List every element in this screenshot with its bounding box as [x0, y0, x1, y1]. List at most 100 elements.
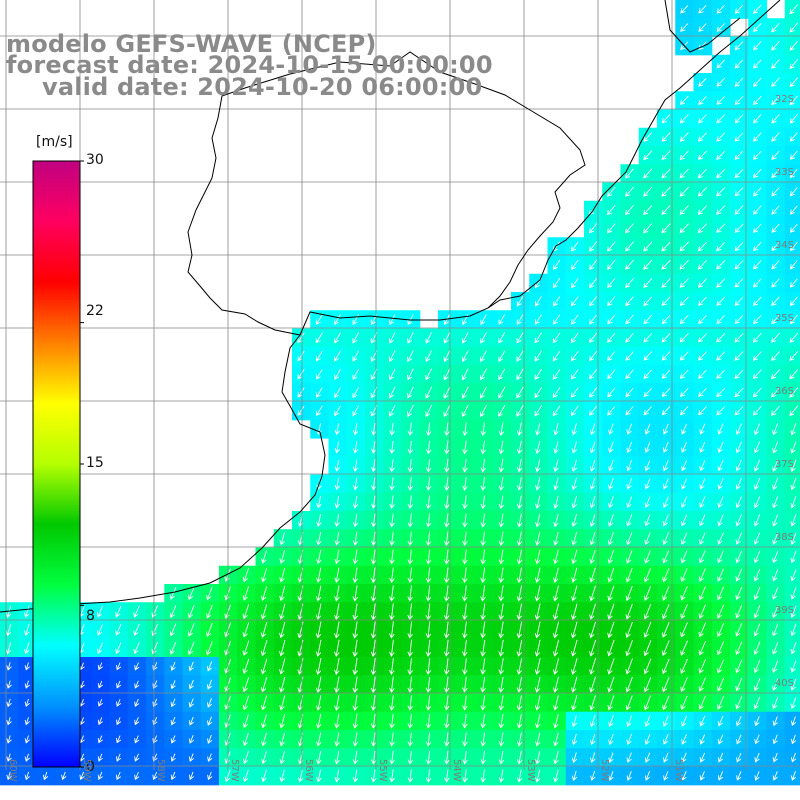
wind-speed-cell	[675, 255, 695, 275]
wind-arrow	[206, 661, 213, 672]
wind-arrow	[516, 676, 523, 693]
wind-arrow	[334, 549, 340, 565]
wind-arrow	[389, 603, 395, 621]
wind-arrow	[716, 351, 726, 361]
wind-arrow	[662, 586, 670, 601]
wind-arrow	[589, 350, 598, 362]
wind-arrow	[734, 314, 744, 325]
wind-arrow	[498, 386, 506, 399]
wind-arrow	[534, 639, 541, 657]
wind-arrow	[772, 459, 779, 472]
wind-speed-cell	[784, 18, 800, 38]
wind-arrow	[370, 585, 377, 602]
wind-arrow	[570, 405, 579, 417]
wind-arrow	[589, 621, 597, 639]
wind-arrow	[388, 350, 396, 362]
wind-arrow	[188, 698, 194, 708]
wind-arrow	[462, 769, 468, 783]
wind-arrow	[389, 713, 395, 729]
wind-arrow	[352, 549, 359, 565]
wind-arrow	[753, 241, 762, 252]
wind-arrow	[790, 532, 797, 546]
wind-arrow	[115, 642, 122, 655]
wind-arrow	[679, 333, 689, 343]
wind-arrow	[698, 677, 706, 692]
wind-arrow	[735, 550, 743, 564]
wind-arrow	[535, 751, 541, 765]
wind-arrow	[716, 406, 726, 416]
wind-arrow	[734, 114, 744, 124]
wind-arrow	[261, 550, 267, 564]
wind-arrow	[188, 679, 194, 690]
wind-arrow	[498, 477, 505, 491]
wind-arrow	[589, 314, 597, 325]
wind-speed-cell	[784, 620, 800, 640]
wind-arrow	[789, 95, 798, 106]
wind-arrow	[607, 676, 615, 693]
wind-arrow	[334, 513, 340, 528]
wind-arrow	[643, 677, 652, 693]
wind-arrow	[753, 605, 761, 619]
wind-arrow	[170, 716, 176, 726]
wind-arrow	[644, 514, 651, 527]
wind-arrow	[772, 441, 779, 454]
wind-arrow	[425, 440, 432, 455]
wind-arrow	[24, 662, 30, 671]
wind-arrow	[753, 114, 762, 124]
wind-arrow	[480, 658, 486, 675]
wind-arrow	[717, 677, 725, 692]
wind-arrow	[553, 732, 559, 747]
wind-speed-cell	[784, 638, 800, 658]
wind-arrow	[680, 677, 688, 693]
wind-arrow	[334, 423, 341, 436]
wind-arrow	[716, 114, 726, 124]
wind-arrow	[316, 496, 322, 509]
wind-arrow	[407, 422, 414, 436]
wind-arrow	[697, 223, 708, 234]
wind-arrow	[753, 296, 762, 306]
wind-arrow	[334, 350, 341, 362]
wind-arrow	[607, 241, 616, 252]
wind-arrow	[480, 513, 486, 528]
wind-arrow	[589, 423, 596, 436]
wind-arrow	[644, 460, 651, 472]
wind-arrow	[644, 568, 651, 583]
wind-arrow	[279, 658, 286, 675]
wind-arrow	[607, 514, 614, 527]
wind-arrow	[753, 586, 761, 601]
wind-arrow	[607, 259, 616, 270]
wind-arrow	[680, 23, 689, 32]
wind-arrow	[625, 603, 633, 620]
wind-arrow	[425, 658, 432, 675]
latitude-label: 32S	[774, 94, 794, 105]
wind-arrow	[24, 680, 30, 689]
wind-arrow	[388, 404, 396, 417]
wind-arrow	[716, 641, 725, 656]
wind-arrow	[407, 549, 414, 565]
wind-arrow	[297, 350, 305, 362]
wind-arrow	[571, 770, 578, 782]
wind-arrow	[661, 204, 671, 216]
wind-arrow	[716, 77, 726, 87]
wind-arrow	[608, 770, 614, 782]
wind-arrow	[643, 658, 652, 675]
wind-speed-cell	[766, 54, 786, 74]
wind-arrow	[170, 771, 176, 781]
wind-arrow	[771, 95, 780, 106]
wind-arrow	[134, 680, 140, 689]
wind-arrow	[425, 769, 432, 783]
wind-arrow	[443, 621, 450, 639]
wind-arrow	[443, 713, 450, 729]
wind-arrow	[261, 714, 268, 729]
wind-arrow	[334, 405, 341, 417]
wind-arrow	[24, 771, 30, 781]
wind-arrow	[479, 386, 487, 399]
wind-arrow	[389, 639, 395, 657]
wind-arrow	[734, 223, 744, 234]
wind-arrow	[679, 351, 689, 361]
longitude-label: 53W	[525, 759, 536, 782]
wind-speed-cell	[784, 146, 800, 165]
wind-arrow	[570, 369, 579, 380]
wind-arrow	[170, 735, 176, 744]
wind-arrow	[625, 369, 634, 380]
